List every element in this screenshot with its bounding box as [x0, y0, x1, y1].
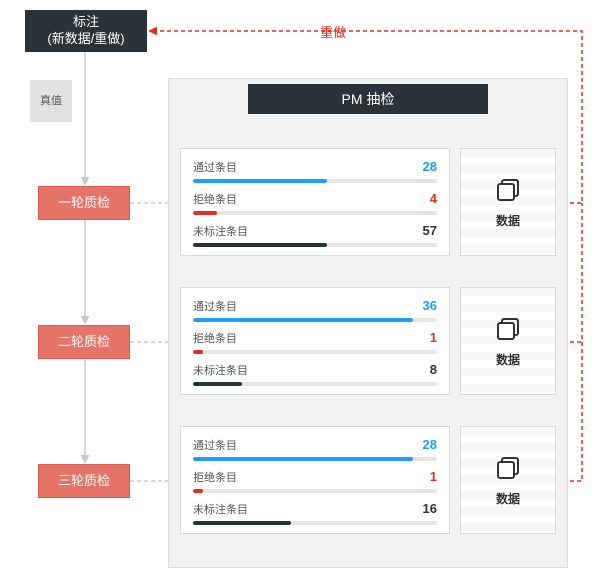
metric-label: 通过条目 — [193, 437, 237, 453]
qc2-label: 二轮质检 — [58, 334, 110, 351]
progress-track — [193, 243, 437, 247]
pm-header: PM 抽检 — [248, 84, 488, 114]
progress-fill — [193, 382, 242, 386]
progress-track — [193, 211, 437, 215]
redo-label: 重做 — [320, 22, 346, 41]
data-label: 数据 — [496, 212, 520, 229]
progress-fill — [193, 211, 217, 215]
metric-value: 4 — [430, 191, 437, 206]
truth-label: 真值 — [40, 94, 62, 108]
metric-label: 未标注条目 — [193, 223, 248, 239]
metric-label: 拒绝条目 — [193, 191, 237, 207]
metrics-card-2: 通过条目 36 拒绝条目 1 未标注条目 8 — [180, 287, 450, 395]
data-box-1: 数据 — [460, 148, 556, 256]
progress-track — [193, 318, 437, 322]
metric-value: 36 — [423, 298, 437, 313]
data-box-2: 数据 — [460, 287, 556, 395]
metrics-card-3: 通过条目 28 拒绝条目 1 未标注条目 16 — [180, 426, 450, 534]
metric-value: 1 — [430, 469, 437, 484]
stack-icon — [494, 454, 522, 482]
progress-fill — [193, 489, 203, 493]
metric-value: 28 — [423, 437, 437, 452]
qc3-label: 三轮质检 — [58, 473, 110, 490]
metric-value: 8 — [430, 362, 437, 377]
metric-value: 1 — [430, 330, 437, 345]
progress-fill — [193, 457, 413, 461]
metric-label: 未标注条目 — [193, 362, 248, 378]
metric-value: 57 — [423, 223, 437, 238]
qc3-node: 三轮质检 — [38, 464, 130, 498]
metrics-card-1: 通过条目 28 拒绝条目 4 未标注条目 57 — [180, 148, 450, 256]
progress-track — [193, 179, 437, 183]
progress-track — [193, 350, 437, 354]
progress-fill — [193, 179, 327, 183]
metric-value: 16 — [423, 501, 437, 516]
progress-fill — [193, 243, 327, 247]
progress-track — [193, 489, 437, 493]
progress-fill — [193, 350, 203, 354]
progress-fill — [193, 318, 413, 322]
data-label: 数据 — [496, 351, 520, 368]
progress-track — [193, 521, 437, 525]
qc2-node: 二轮质检 — [38, 325, 130, 359]
metric-label: 拒绝条目 — [193, 330, 237, 346]
progress-fill — [193, 521, 291, 525]
data-label: 数据 — [496, 490, 520, 507]
annotation-node: 标注(新数据/重做) — [25, 10, 147, 52]
truth-node: 真值 — [30, 80, 72, 122]
progress-track — [193, 457, 437, 461]
metric-value: 28 — [423, 159, 437, 174]
metric-label: 拒绝条目 — [193, 469, 237, 485]
stack-icon — [494, 315, 522, 343]
qc1-label: 一轮质检 — [58, 195, 110, 212]
metric-label: 通过条目 — [193, 159, 237, 175]
metric-label: 通过条目 — [193, 298, 237, 314]
metric-label: 未标注条目 — [193, 501, 248, 517]
progress-track — [193, 382, 437, 386]
stack-icon — [494, 176, 522, 204]
data-box-3: 数据 — [460, 426, 556, 534]
annotation-label: 标注(新数据/重做) — [47, 14, 124, 48]
qc1-node: 一轮质检 — [38, 186, 130, 220]
